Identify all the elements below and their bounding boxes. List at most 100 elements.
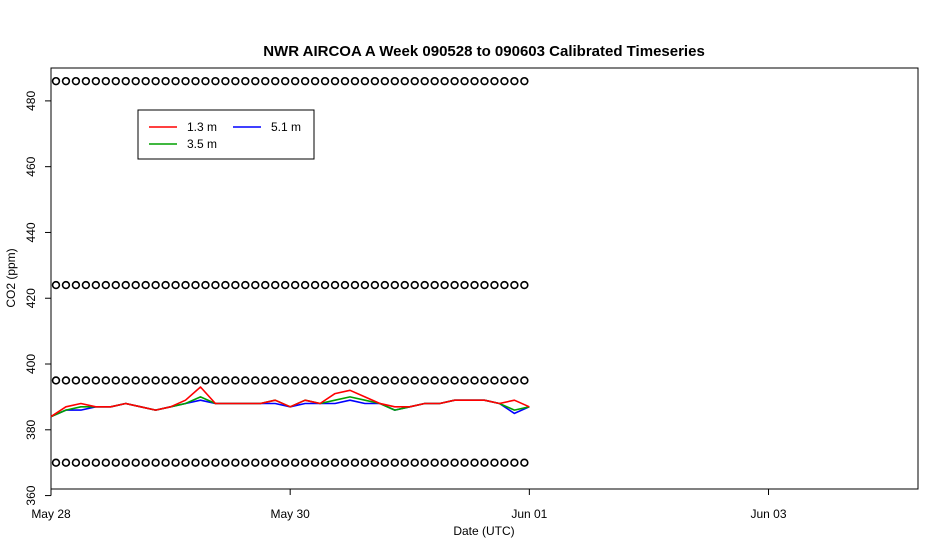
x-axis-label: Date (UTC)	[453, 524, 514, 538]
reference-point	[380, 458, 390, 467]
reference-point	[350, 280, 360, 290]
reference-point	[181, 458, 190, 467]
reference-point	[231, 76, 240, 86]
reference-point	[191, 280, 200, 290]
reference-point	[320, 376, 330, 385]
reference-point	[191, 458, 200, 467]
reference-point	[410, 376, 419, 385]
reference-point	[241, 458, 250, 467]
reference-point	[261, 280, 270, 290]
reference-point	[350, 458, 360, 467]
legend-label: 5.1 m	[271, 120, 301, 134]
reference-point	[91, 376, 101, 385]
reference-point	[101, 458, 111, 467]
reference-point	[330, 280, 340, 290]
reference-point	[490, 280, 499, 290]
reference-point	[151, 376, 160, 385]
x-tick-label: Jun 01	[511, 507, 547, 521]
reference-point	[81, 280, 91, 290]
reference-point	[480, 280, 489, 290]
reference-point	[310, 76, 320, 86]
reference-point	[460, 280, 469, 290]
reference-point	[360, 76, 370, 86]
reference-point	[280, 458, 290, 467]
reference-point	[280, 280, 290, 290]
reference-point	[221, 458, 230, 467]
reference-point	[251, 76, 260, 86]
reference-point	[201, 280, 210, 290]
reference-point	[61, 280, 71, 290]
y-tick-label: 420	[24, 288, 38, 308]
y-tick-label: 440	[24, 222, 38, 242]
reference-point	[121, 76, 130, 86]
reference-point	[440, 280, 449, 290]
reference-point	[231, 376, 240, 385]
reference-point	[300, 280, 310, 290]
reference-point	[370, 458, 380, 467]
reference-point	[261, 458, 270, 467]
reference-point	[211, 280, 220, 290]
reference-point	[450, 458, 459, 467]
reference-point	[370, 376, 380, 385]
reference-point	[181, 280, 190, 290]
x-tick-label: May 30	[270, 507, 310, 521]
legend-label: 1.3 m	[187, 120, 217, 134]
reference-point	[320, 458, 330, 467]
reference-point	[221, 376, 230, 385]
reference-point	[310, 458, 320, 467]
reference-point	[271, 458, 280, 467]
reference-point	[490, 76, 499, 86]
reference-point	[480, 376, 489, 385]
reference-point	[101, 376, 111, 385]
reference-point	[340, 458, 350, 467]
reference-point	[510, 376, 519, 385]
reference-point	[500, 76, 509, 86]
reference-point	[141, 280, 150, 290]
reference-point	[61, 458, 71, 467]
series-line-1-3-m	[50, 386, 530, 418]
reference-point	[330, 76, 340, 86]
x-axis: May 28 May 30 Jun 01 Jun 03	[31, 488, 787, 521]
reference-point	[430, 76, 439, 86]
reference-point	[440, 76, 449, 86]
reference-point	[231, 458, 240, 467]
reference-point	[510, 280, 519, 290]
reference-point	[81, 458, 91, 467]
reference-point	[151, 76, 160, 86]
reference-point	[221, 280, 230, 290]
y-tick-label: 460	[24, 156, 38, 176]
reference-point	[111, 76, 120, 86]
reference-point	[340, 76, 350, 86]
reference-point	[181, 376, 190, 385]
reference-point	[400, 76, 409, 86]
reference-point	[400, 376, 409, 385]
y-tick-label: 400	[24, 354, 38, 374]
legend-label: 3.5 m	[187, 137, 217, 151]
reference-point	[290, 458, 300, 467]
reference-point	[201, 376, 210, 385]
reference-point	[91, 76, 101, 86]
reference-point	[101, 280, 111, 290]
reference-point	[161, 280, 170, 290]
reference-point	[400, 280, 409, 290]
reference-point	[111, 376, 120, 385]
reference-point	[330, 376, 340, 385]
reference-point	[280, 76, 290, 86]
reference-point	[380, 76, 390, 86]
reference-point	[201, 458, 210, 467]
reference-point	[51, 458, 61, 467]
reference-point	[410, 76, 419, 86]
reference-point	[71, 280, 81, 290]
reference-point	[241, 376, 250, 385]
reference-point	[121, 458, 130, 467]
reference-point	[450, 280, 459, 290]
chart-title: NWR AIRCOA A Week 090528 to 090603 Calib…	[263, 43, 705, 60]
reference-point	[61, 376, 71, 385]
reference-point	[191, 76, 200, 86]
reference-point	[440, 458, 449, 467]
reference-point	[161, 458, 170, 467]
reference-point	[310, 376, 320, 385]
reference-point	[290, 376, 300, 385]
reference-point	[171, 280, 180, 290]
